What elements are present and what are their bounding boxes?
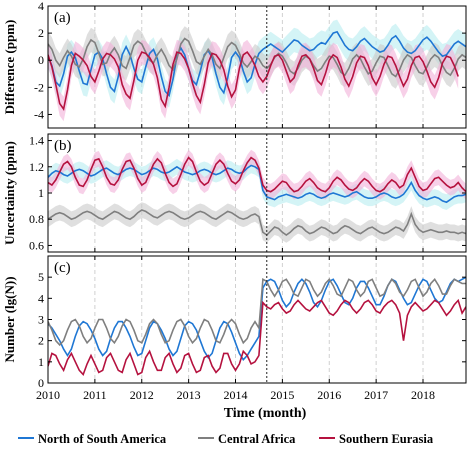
y-axis-title: Difference (ppm) (2, 20, 17, 115)
x-tick-label: 2014 (224, 388, 248, 402)
y-tick-label: 5 (38, 270, 44, 284)
x-tick-label: 2018 (411, 388, 435, 402)
y-tick-label: 3 (38, 313, 44, 327)
x-tick-label: 2010 (36, 388, 60, 402)
x-tick-label: 2012 (130, 388, 154, 402)
y-tick-label: 2 (38, 26, 44, 40)
y-tick-label: 2 (38, 334, 44, 348)
y-tick-label: 1 (38, 186, 44, 200)
panel-label: (b) (54, 138, 72, 154)
y-tick-label: 4 (38, 291, 44, 305)
y-tick-label: 1.2 (29, 160, 44, 174)
series-line-southern-eurasia (48, 156, 466, 193)
panel-frame (47, 5, 467, 129)
y-tick-label: 1 (38, 355, 44, 369)
panel-b: 0.6 0.8 1 1.2 1.4 (b) Uncertainty (ppm) (2, 133, 467, 253)
x-tick-label: 2013 (177, 388, 201, 402)
series-line-southern-eurasia (48, 298, 466, 376)
x-tick-label: 2015 (270, 388, 294, 402)
y-tick-label: 0 (38, 376, 44, 390)
x-tick-label: 2016 (317, 388, 341, 402)
legend-label-southern-eurasia: Southern Eurasia (339, 432, 434, 446)
legend-label-north-south-america: North of South America (38, 432, 167, 446)
series-line-north-of-south-america (48, 276, 466, 362)
y-tick-label: 4 (38, 0, 44, 13)
series-line-north-of-south-america (48, 164, 466, 204)
series-line-southern-eurasia (48, 50, 459, 111)
panel-frame (47, 255, 467, 384)
series-line-central-africa (48, 277, 466, 347)
y-tick-label: 0 (38, 53, 44, 67)
y-axis-title: Uncertainty (ppm) (2, 141, 17, 245)
panel-a: -4 -2 0 2 4 (a) Difference (ppm) (2, 0, 467, 129)
y-tick-label: 0.6 (29, 238, 44, 252)
x-tick-label: 2011 (83, 388, 107, 402)
series-line-central-africa (48, 37, 466, 78)
y-axis-title: Number (lg(N)) (2, 276, 17, 362)
y-tick-label: 1.4 (29, 134, 44, 148)
x-tick-label: 2017 (364, 388, 388, 402)
y-tick-label: -4 (34, 107, 44, 121)
panel-label: (c) (54, 260, 71, 276)
series-line-north-of-south-america (48, 30, 466, 98)
panel-label: (a) (54, 10, 71, 26)
series-line-central-africa (48, 209, 466, 237)
legend-label-central-africa: Central Africa (218, 432, 296, 446)
band-central-africa (48, 202, 466, 243)
y-tick-label: 0.8 (29, 212, 44, 226)
panel-c: 0 1 2 3 4 5 (c) Number (lg(N)) (2, 255, 467, 390)
legend: North of South America Central Africa So… (18, 432, 434, 446)
band-southern-eurasia (48, 149, 466, 200)
x-axis-title: Time (month) (224, 406, 307, 421)
y-tick-label: -2 (34, 80, 44, 94)
